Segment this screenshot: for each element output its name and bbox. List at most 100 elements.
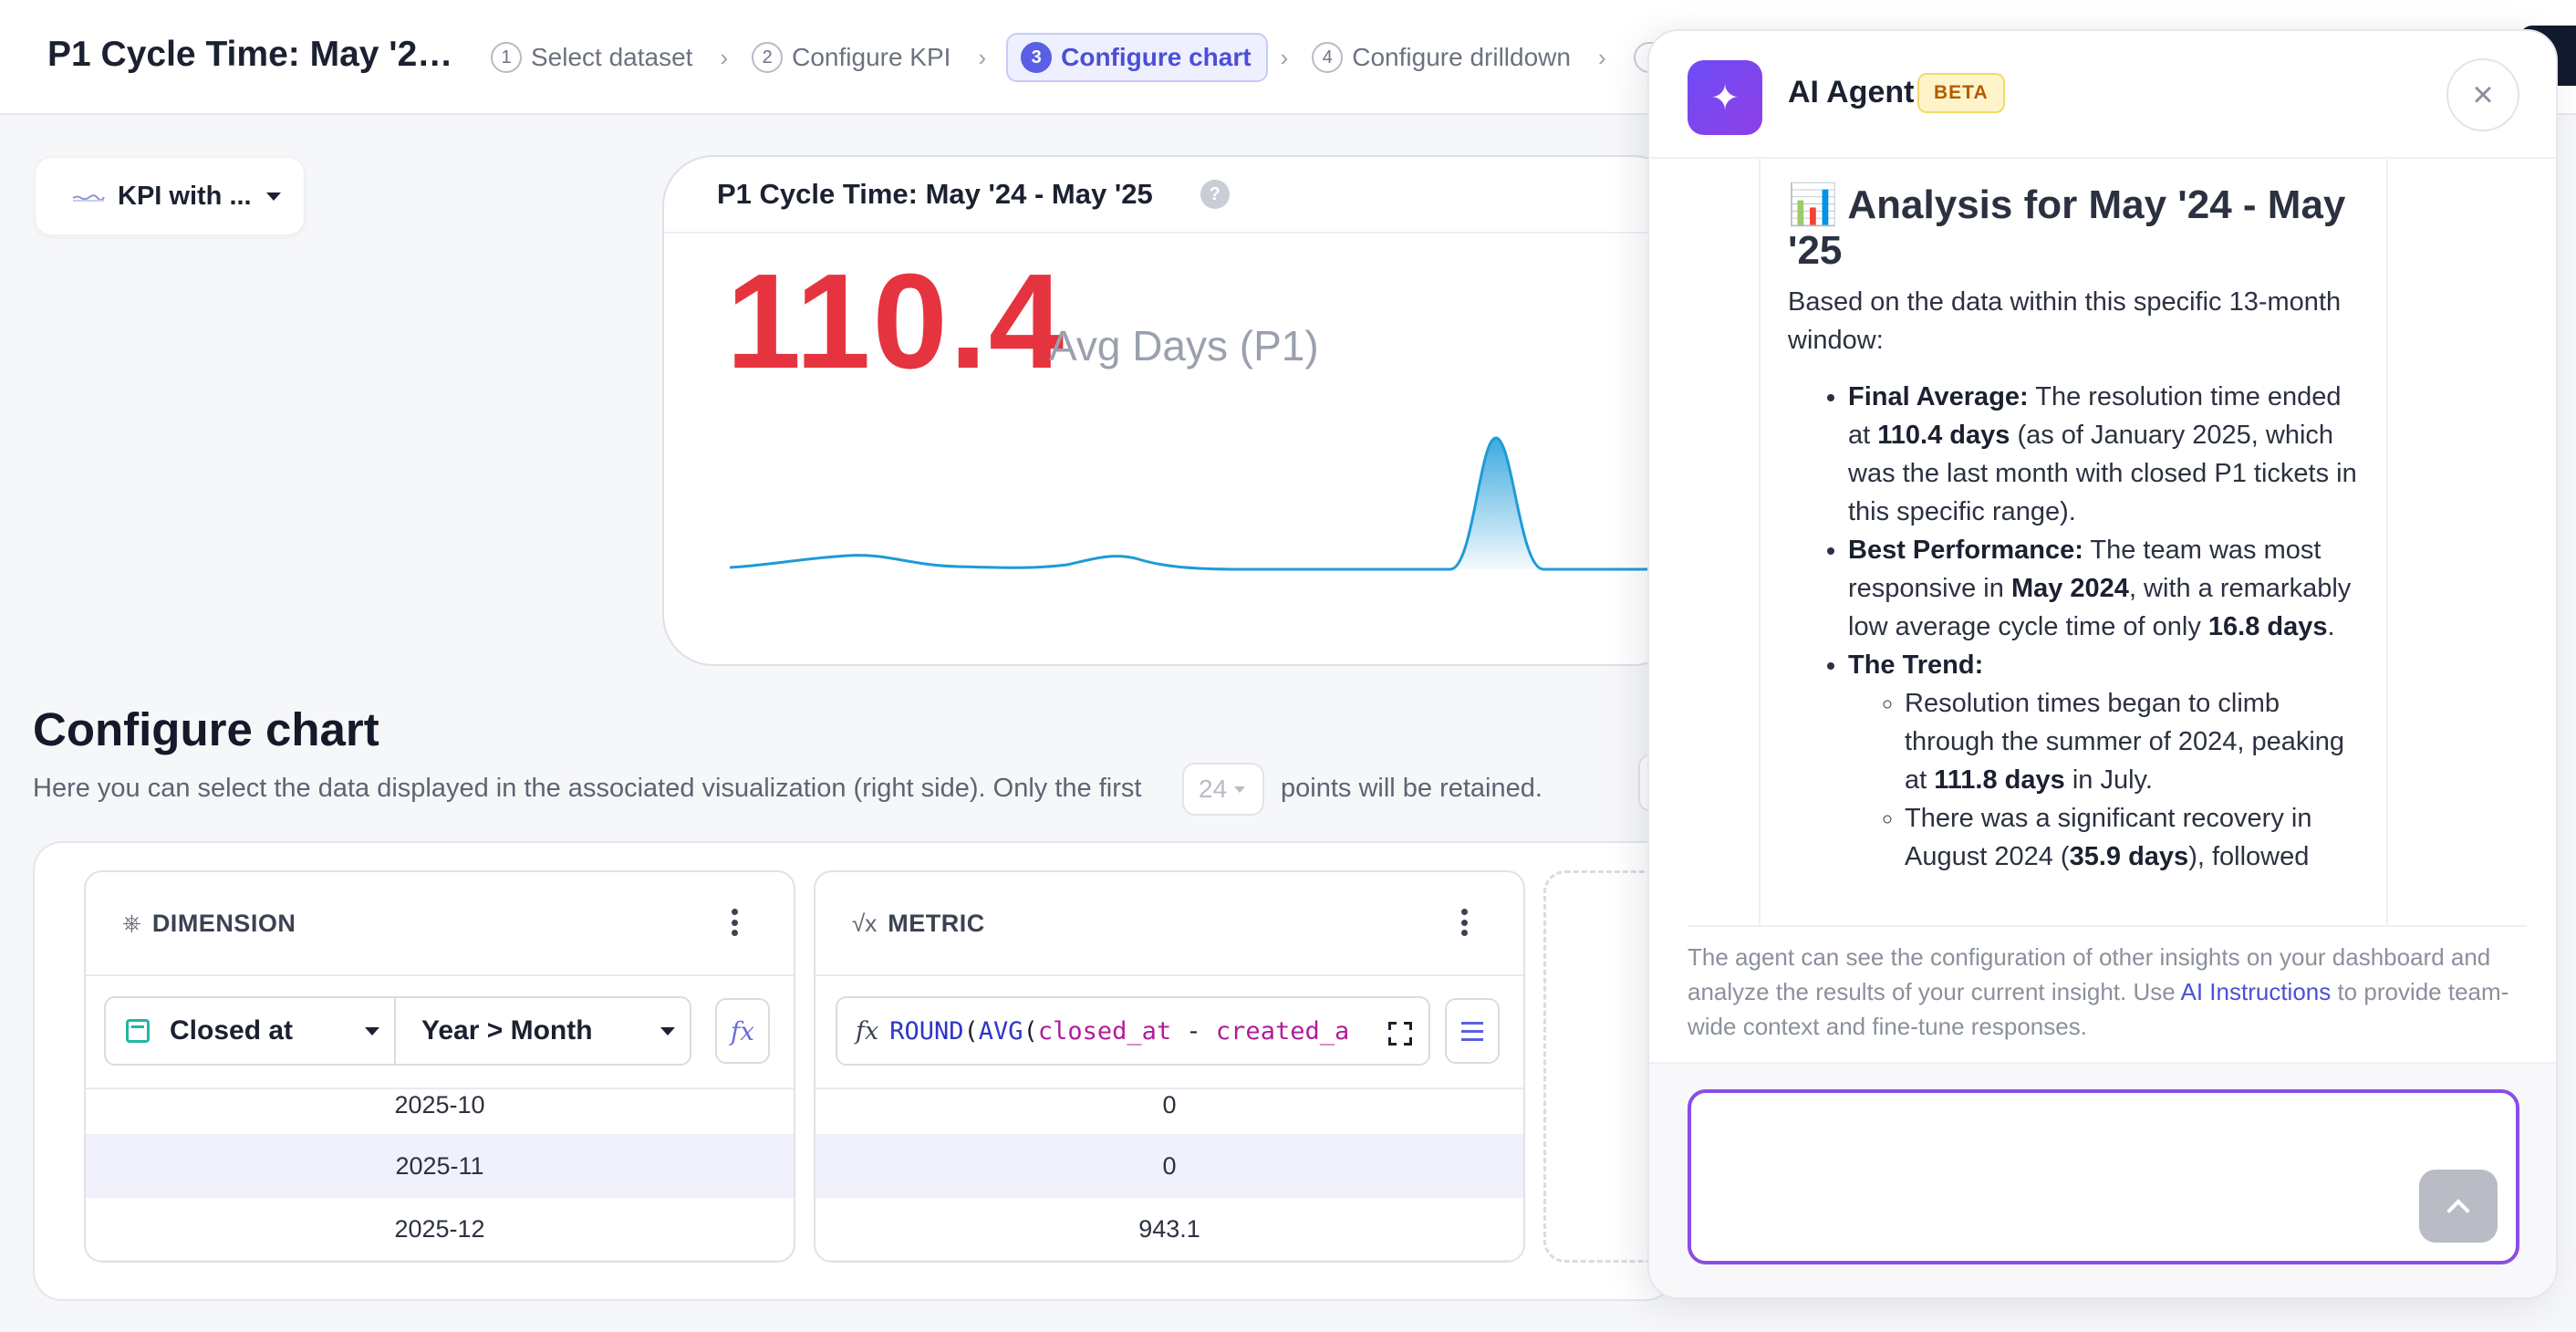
dimension-header: ⎈ DIMENSION <box>86 872 794 976</box>
section-description: Here you can select the data displayed i… <box>33 774 1142 803</box>
calendar-icon <box>126 1019 150 1043</box>
step-configure-drilldown[interactable]: 4 Configure drilldown <box>1308 33 1585 82</box>
metric-controls: fx ROUND(AVG(closed_at - created_a <box>815 976 1523 1089</box>
metric-header: √x METRIC <box>815 872 1523 976</box>
dimension-field-value: Closed at <box>170 1015 294 1046</box>
ai-instructions-link[interactable]: AI Instructions <box>2180 978 2332 1005</box>
help-icon[interactable]: ? <box>1200 180 1230 209</box>
ai-agent-panel: ✦ AI Agent BETA × 📊 Analysis for May '24… <box>1647 29 2558 1299</box>
list-item: The Trend: Resolution times began to cli… <box>1848 646 2368 876</box>
metric-formula-input[interactable]: fx ROUND(AVG(closed_at - created_a <box>836 996 1430 1066</box>
list-item: Resolution times began to climb through … <box>1905 684 2370 799</box>
step-number: 4 <box>1312 42 1344 73</box>
sparkline-peak-area <box>1450 438 1543 569</box>
send-button[interactable] <box>2419 1170 2498 1243</box>
ai-input-area <box>1649 1062 2556 1297</box>
dimension-header-label: DIMENSION <box>151 909 296 937</box>
kpi-preview-card: P1 Cycle Time: May '24 - May '25 ? 110.4… <box>662 155 1684 666</box>
chevron-right-icon: › <box>1597 43 1606 71</box>
section-description-tail: points will be retained. <box>1281 774 1542 803</box>
formula-fn-round: ROUND <box>889 1016 964 1046</box>
formula-operator: - <box>1171 1016 1216 1046</box>
table-row: 2025-12 <box>86 1198 794 1261</box>
caret-down-icon <box>1234 786 1246 793</box>
page-title: P1 Cycle Time: May '2… <box>47 35 453 74</box>
points-limit-select[interactable]: 24 <box>1182 763 1264 816</box>
wizard-steps: 1 Select dataset › 2 Configure KPI › 3 C… <box>487 33 1661 82</box>
kpi-unit: Avg Days (P1) <box>1049 322 1319 369</box>
chart-type-label: KPI with ... <box>118 181 252 211</box>
table-row: 2025-10 <box>86 1089 794 1135</box>
step-label: Configure drilldown <box>1352 43 1571 71</box>
kpi-sparkline <box>730 436 1682 571</box>
ai-agent-title: AI Agent <box>1788 75 1915 109</box>
step-label: Configure chart <box>1061 43 1252 71</box>
metric-column: √x METRIC fx ROUND(AVG(closed_at - creat… <box>814 870 1525 1263</box>
sqrt-x-icon: √x <box>852 909 878 937</box>
step-label: Configure KPI <box>792 43 951 71</box>
chart-type-dropdown[interactable]: KPI with ... <box>35 157 305 235</box>
dimension-column: ⎈ DIMENSION Closed at Year > Month fx 20… <box>84 870 795 1263</box>
step-label: Select dataset <box>531 43 693 71</box>
chevron-right-icon: › <box>720 43 729 71</box>
ai-conversation[interactable]: 📊 Analysis for May '24 - May '25 Based o… <box>1649 159 2556 925</box>
list-item: Final Average: The resolution time ended… <box>1848 378 2368 531</box>
dimension-granularity-value: Year > Month <box>421 1015 593 1046</box>
step-number: 2 <box>752 42 784 73</box>
formula-paren: ( <box>1023 1016 1038 1046</box>
formula-paren: ( <box>963 1016 979 1046</box>
chart-config-panel: ⎈ DIMENSION Closed at Year > Month fx 20… <box>33 841 1675 1301</box>
step-configure-kpi[interactable]: 2 Configure KPI <box>748 33 965 82</box>
step-select-dataset[interactable]: 1 Select dataset <box>487 33 707 82</box>
expand-icon[interactable] <box>1388 1022 1412 1046</box>
kebab-menu-icon[interactable] <box>732 909 739 936</box>
sparkline-icon <box>72 194 105 202</box>
chevron-right-icon: › <box>1280 43 1289 71</box>
formula-button[interactable]: fx <box>715 998 770 1064</box>
ai-agent-header: ✦ AI Agent BETA × <box>1649 31 2556 159</box>
section-title: Configure chart <box>33 703 379 755</box>
table-row: 0 <box>815 1089 1523 1135</box>
formula-code: ROUND(AVG(closed_at - created_a <box>889 1017 1349 1046</box>
ai-response-list: Final Average: The resolution time ended… <box>1788 378 2386 876</box>
ai-response-heading: 📊 Analysis for May '24 - May '25 <box>1788 182 2346 273</box>
points-limit-value: 24 <box>1199 775 1228 803</box>
caret-down-icon <box>265 192 281 201</box>
caret-down-icon <box>660 1027 675 1035</box>
caret-down-icon <box>365 1027 379 1035</box>
fx-icon: fx <box>856 1016 879 1046</box>
dimension-field-select[interactable]: Closed at <box>104 996 396 1066</box>
sparkline-line <box>730 436 1682 571</box>
beta-badge: BETA <box>1917 73 2005 113</box>
table-row: 2025-11 <box>86 1135 794 1198</box>
formula-fn-avg: AVG <box>978 1016 1023 1046</box>
arrow-up-icon <box>2446 1199 2470 1223</box>
table-row: 0 <box>815 1135 1523 1198</box>
list-item: Best Performance: The team was most resp… <box>1848 531 2368 646</box>
list-options-icon[interactable] <box>1445 998 1500 1064</box>
ai-response-sublist: Resolution times began to climb through … <box>1848 684 2368 876</box>
formula-arg-closed: closed_at <box>1037 1016 1172 1046</box>
kebab-menu-icon[interactable] <box>1461 909 1469 936</box>
chevron-right-icon: › <box>978 43 987 71</box>
close-icon[interactable]: × <box>2446 58 2519 131</box>
sparkle-icon: ✦ <box>1688 60 1762 135</box>
divider <box>1688 925 2527 927</box>
dimension-icon: ⎈ <box>122 909 141 936</box>
step-configure-chart[interactable]: 3 Configure chart <box>1006 33 1268 82</box>
ai-prompt-input[interactable] <box>1688 1089 2519 1264</box>
step-number: 1 <box>491 42 522 73</box>
metric-header-label: METRIC <box>888 909 985 937</box>
dimension-controls: Closed at Year > Month fx <box>86 976 794 1089</box>
table-row: 943.1 <box>815 1198 1523 1261</box>
list-item: There was a significant recovery in Augu… <box>1905 799 2370 876</box>
bar-chart-icon: 📊 <box>1788 182 1838 227</box>
ai-response-message: 📊 Analysis for May '24 - May '25 Based o… <box>1759 159 2388 925</box>
dimension-granularity-select[interactable]: Year > Month <box>394 996 691 1066</box>
step-next-partial[interactable] <box>1633 42 1661 73</box>
ai-response-intro: Based on the data within this specific 1… <box>1788 287 2342 355</box>
kpi-card-header: P1 Cycle Time: May '24 - May '25 ? <box>664 157 1682 234</box>
add-column-placeholder[interactable] <box>1543 870 1671 1263</box>
kpi-card-title: P1 Cycle Time: May '24 - May '25 <box>717 178 1153 210</box>
step-number: 3 <box>1021 42 1053 73</box>
